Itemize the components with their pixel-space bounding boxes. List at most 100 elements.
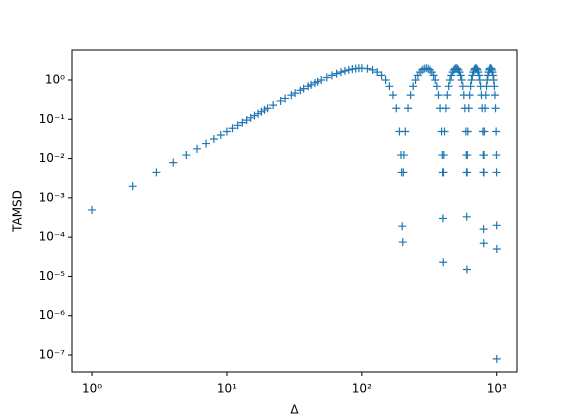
point bbox=[128, 182, 137, 191]
point bbox=[332, 69, 341, 78]
point bbox=[313, 77, 322, 86]
y-tick-label: 10⁻⁴ bbox=[39, 230, 66, 244]
point bbox=[276, 96, 285, 105]
point bbox=[287, 91, 296, 100]
point bbox=[457, 75, 466, 84]
point bbox=[431, 75, 440, 84]
point bbox=[468, 71, 477, 80]
point bbox=[418, 65, 427, 74]
point bbox=[409, 82, 418, 91]
point bbox=[363, 64, 372, 73]
point bbox=[424, 64, 433, 73]
x-tick-label: 10² bbox=[352, 382, 372, 396]
point bbox=[340, 66, 349, 75]
point bbox=[462, 265, 471, 274]
y-tick-label: 10⁻⁷ bbox=[39, 348, 66, 362]
point bbox=[216, 131, 225, 140]
point bbox=[488, 68, 497, 77]
x-tick-label: 10¹ bbox=[217, 382, 237, 396]
point bbox=[444, 82, 453, 91]
y-tick-label: 10⁻⁶ bbox=[39, 308, 66, 322]
point bbox=[481, 104, 490, 113]
point bbox=[263, 104, 272, 113]
point bbox=[438, 214, 447, 223]
point bbox=[254, 109, 263, 118]
point bbox=[455, 68, 464, 77]
point bbox=[492, 168, 501, 177]
point bbox=[439, 258, 448, 267]
point bbox=[480, 151, 489, 160]
point bbox=[388, 91, 397, 100]
point bbox=[327, 71, 336, 80]
point bbox=[209, 134, 218, 143]
point bbox=[299, 84, 308, 93]
point bbox=[432, 82, 441, 91]
point bbox=[392, 104, 401, 113]
plot-frame bbox=[71, 49, 518, 373]
y-tick-label: 10⁻³ bbox=[39, 190, 66, 204]
point bbox=[336, 68, 345, 77]
point bbox=[492, 127, 501, 136]
point bbox=[439, 168, 448, 177]
point bbox=[466, 82, 475, 91]
x-tick-label: 10⁰ bbox=[82, 382, 102, 396]
point bbox=[465, 91, 474, 100]
point bbox=[88, 205, 97, 214]
point bbox=[472, 64, 481, 73]
point bbox=[238, 118, 247, 127]
point bbox=[242, 116, 251, 125]
point bbox=[463, 168, 472, 177]
point bbox=[479, 225, 488, 234]
point bbox=[475, 71, 484, 80]
point bbox=[228, 124, 237, 133]
point bbox=[489, 71, 498, 80]
point bbox=[385, 82, 394, 91]
point bbox=[344, 65, 353, 74]
x-tick-label: 10³ bbox=[487, 382, 507, 396]
point bbox=[492, 151, 501, 160]
point bbox=[307, 80, 316, 89]
point bbox=[152, 168, 161, 177]
point bbox=[202, 139, 211, 148]
point bbox=[467, 75, 476, 84]
point bbox=[322, 73, 331, 82]
y-tick-label: 10⁻² bbox=[39, 151, 66, 165]
point bbox=[373, 68, 382, 77]
point bbox=[233, 121, 242, 130]
point bbox=[169, 158, 178, 167]
point bbox=[222, 127, 231, 136]
point bbox=[377, 71, 386, 80]
point bbox=[269, 101, 278, 110]
x-axis-label: Δ bbox=[290, 403, 299, 417]
point bbox=[464, 104, 473, 113]
point bbox=[479, 239, 488, 248]
y-tick-label: 10⁻¹ bbox=[39, 112, 66, 126]
point bbox=[434, 91, 443, 100]
point bbox=[439, 151, 448, 160]
point bbox=[441, 104, 450, 113]
point bbox=[492, 244, 501, 253]
point bbox=[429, 71, 438, 80]
point bbox=[281, 94, 290, 103]
point bbox=[463, 151, 472, 160]
point bbox=[399, 151, 408, 160]
point bbox=[489, 75, 498, 84]
point bbox=[475, 75, 484, 84]
point bbox=[398, 222, 407, 231]
point bbox=[250, 111, 259, 120]
point bbox=[456, 71, 465, 80]
point bbox=[447, 71, 456, 80]
y-tick-label: 10⁰ bbox=[45, 72, 65, 86]
point bbox=[481, 91, 490, 100]
y-axis-label: TAMSD bbox=[11, 190, 25, 233]
point bbox=[474, 68, 483, 77]
point bbox=[404, 104, 413, 113]
point bbox=[411, 75, 420, 84]
point bbox=[492, 354, 501, 363]
point bbox=[317, 75, 326, 84]
point bbox=[440, 127, 449, 136]
point bbox=[401, 127, 410, 136]
point bbox=[458, 82, 467, 91]
point bbox=[443, 91, 452, 100]
